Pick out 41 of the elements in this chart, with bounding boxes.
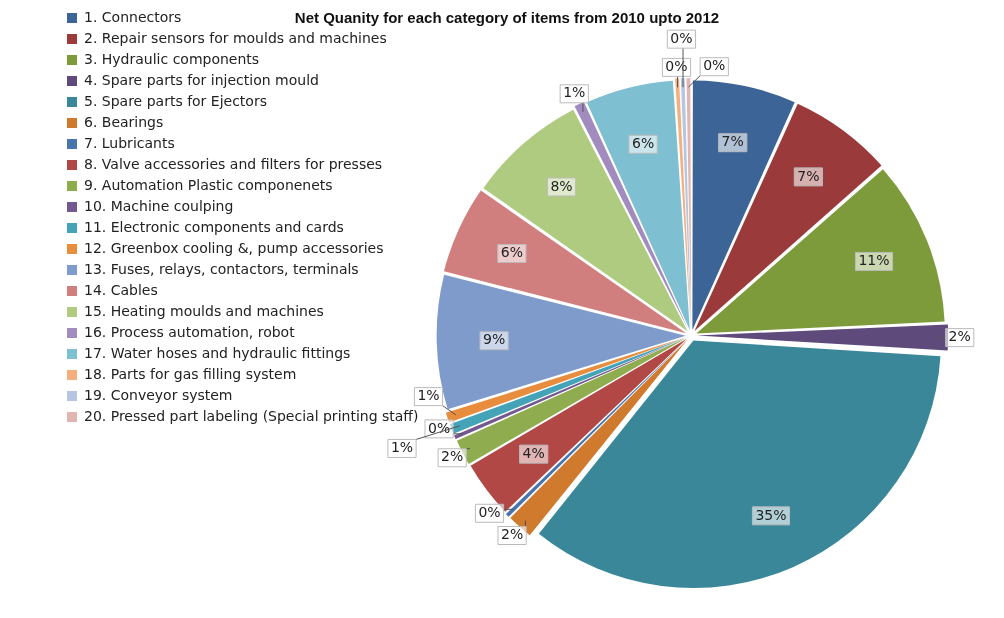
data-label: 8% [550, 177, 573, 194]
data-label: 1% [390, 439, 414, 456]
data-label: 0% [427, 419, 451, 436]
chart-title: Net Quanity for each category of items from 2010 upto 2012 [294, 9, 720, 27]
data-label: 9% [482, 331, 506, 348]
data-label: 2% [948, 328, 971, 345]
legend-label: 7. Lubricants [84, 134, 175, 151]
legend-label: 1. Connectors [84, 8, 182, 25]
legend-label: 16. Process automation, robot [84, 323, 296, 340]
legend-label: 12. Greenbox cooling &, pump accessories [84, 239, 384, 256]
data-label: 35% [755, 506, 787, 523]
legend-label: 18. Parts for gas filling system [84, 365, 297, 382]
legend-label: 10. Machine coulping [84, 197, 234, 214]
data-label: 11% [858, 252, 890, 269]
legend-label: 5. Spare parts for Ejectors [84, 92, 267, 109]
legend-label: 14. Cables [84, 281, 158, 298]
data-label: 6% [500, 244, 523, 261]
legend-label: 8. Valve accessories and filters for presses [84, 155, 383, 172]
legend-label: 15. Heating moulds and machines [84, 302, 324, 319]
legend-label: 20. Pressed part labeling (Special printing staff) [84, 407, 419, 424]
data-label: 0% [478, 503, 501, 520]
legend-label: 11. Electronic components and cards [84, 218, 344, 235]
legend-label: 19. Conveyor system [84, 386, 233, 403]
data-label: 6% [631, 134, 655, 151]
legend-label: 13. Fuses, relays, contactors, terminals [84, 260, 359, 277]
data-label: 2% [441, 448, 464, 465]
data-label: 1% [563, 84, 586, 101]
legend-label: 3. Hydraulic components [84, 50, 260, 67]
legend-label: 2. Repair sensors for moulds and machines [84, 29, 387, 46]
data-label: 0% [665, 58, 688, 75]
data-label: 2% [500, 526, 524, 543]
data-label: 7% [721, 133, 744, 150]
data-label: 7% [797, 167, 820, 184]
legend-label: 6. Bearings [84, 113, 164, 130]
legend-label: 17. Water hoses and hydraulic fittings [84, 344, 351, 361]
data-label: 1% [417, 387, 440, 404]
data-label: 4% [522, 444, 545, 461]
legend-label: 4. Spare parts for injection mould [84, 71, 319, 88]
data-label: 0% [703, 57, 726, 74]
data-label: 0% [670, 29, 693, 46]
legend-label: 9. Automation Plastic componenets [84, 176, 333, 193]
